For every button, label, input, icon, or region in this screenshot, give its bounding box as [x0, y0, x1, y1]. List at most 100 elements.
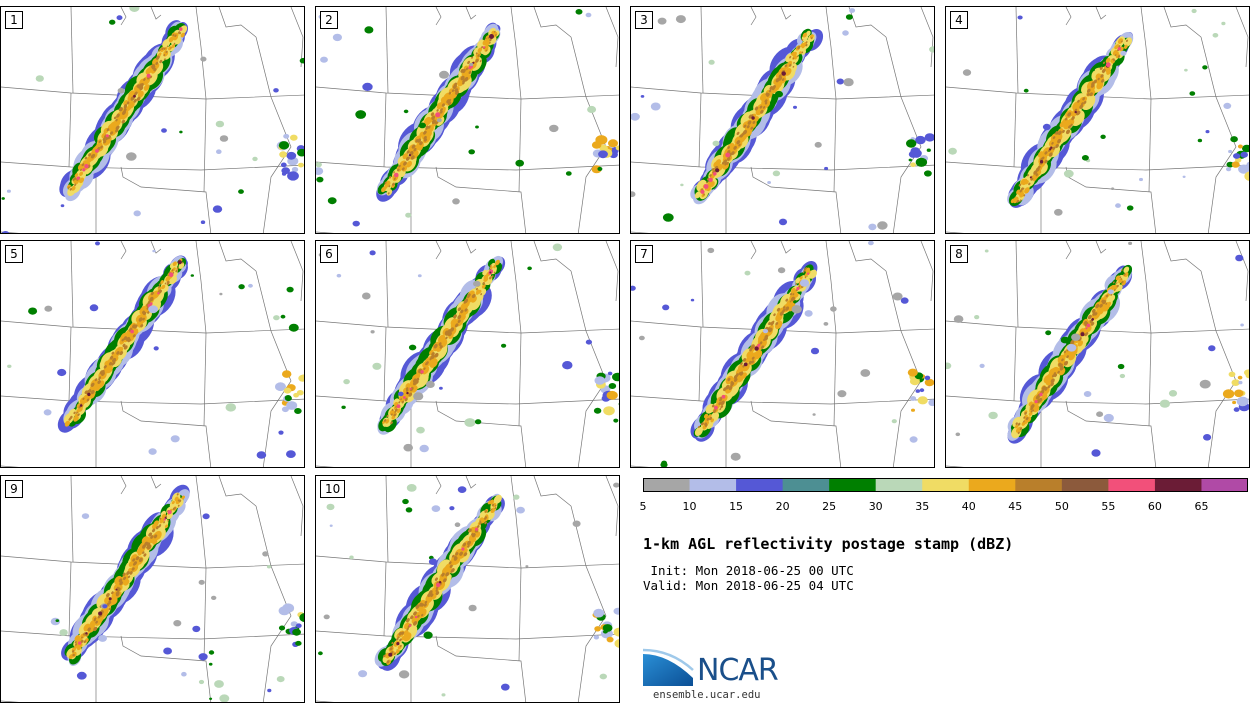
reflectivity-cell — [1048, 152, 1053, 157]
state-boundary-line — [1163, 7, 1202, 38]
state-boundary-line — [605, 476, 619, 537]
reflectivity-cell — [441, 693, 446, 697]
reflectivity-cell — [585, 12, 592, 18]
reflectivity-cell — [1023, 88, 1029, 93]
reflectivity-cell — [278, 606, 290, 616]
state-boundary-line — [1095, 7, 1107, 20]
colorbar-segment — [1154, 478, 1202, 492]
reflectivity-cell — [802, 32, 807, 38]
reflectivity-cell — [1112, 281, 1115, 284]
reflectivity-cell — [754, 349, 763, 360]
reflectivity-cell — [603, 406, 615, 416]
reflectivity-cell — [126, 101, 130, 105]
reflectivity-cell — [1087, 314, 1092, 320]
colorbar-tick-label: 45 — [1008, 500, 1023, 513]
reflectivity-cell — [728, 385, 733, 391]
reflectivity-cell — [1083, 391, 1092, 397]
reflectivity-cell — [929, 46, 934, 53]
state-boundary-line — [1, 630, 304, 640]
reflectivity-cell — [43, 409, 52, 416]
reflectivity-cell — [484, 274, 489, 279]
reflectivity-cell — [83, 632, 86, 636]
state-boundary-line — [435, 7, 442, 26]
reflectivity-cell — [415, 604, 420, 609]
reflectivity-cell — [181, 671, 187, 677]
reflectivity-core — [461, 547, 465, 551]
storm-cells — [318, 482, 619, 697]
reflectivity-cell — [718, 401, 722, 406]
reflectivity-cell — [924, 133, 934, 142]
state-boundary-line — [1163, 241, 1202, 272]
reflectivity-cell — [401, 167, 405, 171]
reflectivity-cell — [1105, 302, 1108, 305]
state-boundary-line — [203, 98, 207, 193]
reflectivity-cell — [448, 561, 452, 565]
reflectivity-cell — [454, 82, 458, 86]
reflectivity-core — [482, 46, 486, 49]
reflectivity-map — [1, 7, 304, 233]
reflectivity-cell — [398, 401, 401, 404]
reflectivity-cell — [727, 146, 730, 149]
reflectivity-cell — [1051, 141, 1054, 145]
reflectivity-core — [388, 652, 393, 657]
reflectivity-cell — [480, 293, 483, 296]
reflectivity-cell — [439, 386, 443, 390]
reflectivity-core — [98, 611, 103, 616]
reflectivity-cell — [471, 293, 476, 299]
reflectivity-cell — [1117, 363, 1125, 370]
reflectivity-cell — [95, 241, 100, 246]
state-boundary-line — [68, 561, 72, 637]
reflectivity-cell — [146, 67, 152, 73]
reflectivity-cell — [148, 305, 159, 314]
reflectivity-cell — [426, 380, 435, 388]
reflectivity-cell — [143, 78, 146, 81]
state-boundary-line — [700, 241, 704, 328]
reflectivity-cell — [1058, 362, 1062, 367]
reflectivity-cell — [772, 170, 781, 177]
reflectivity-cell — [525, 565, 529, 568]
reflectivity-cell — [842, 30, 849, 36]
reflectivity-cell — [731, 151, 735, 156]
reflectivity-cell — [768, 321, 771, 326]
reflectivity-cell — [1237, 375, 1243, 380]
reflectivity-cell — [1093, 79, 1097, 84]
reflectivity-cell — [1124, 272, 1129, 278]
reflectivity-cell — [161, 128, 167, 133]
reflectivity-cell — [908, 158, 912, 162]
reflectivity-cell — [810, 347, 820, 355]
reflectivity-core — [1091, 318, 1094, 321]
reflectivity-cell — [1108, 294, 1116, 302]
reflectivity-cell — [1122, 275, 1128, 282]
reflectivity-cell — [457, 314, 462, 320]
reflectivity-cell — [1014, 424, 1019, 429]
reflectivity-cell — [136, 96, 141, 101]
reflectivity-cell — [256, 451, 267, 459]
state-boundary-line — [435, 166, 527, 233]
state-boundary-line — [750, 7, 757, 26]
reflectivity-cell — [327, 197, 337, 205]
reflectivity-cell — [198, 579, 205, 585]
reflectivity-cell — [1, 197, 5, 200]
reflectivity-cell — [343, 379, 350, 385]
reflectivity-cell — [926, 148, 931, 152]
reflectivity-cell — [1101, 79, 1105, 83]
reflectivity-cell — [389, 647, 393, 651]
reflectivity-cell — [1235, 254, 1244, 262]
storm-cells — [948, 8, 1249, 216]
state-boundary-line — [150, 476, 162, 489]
reflectivity-cell — [1017, 422, 1021, 426]
reflectivity-cell — [1234, 389, 1244, 398]
reflectivity-cell — [397, 636, 400, 639]
reflectivity-cell — [76, 411, 78, 414]
reflectivity-cell — [457, 307, 462, 312]
reflectivity-cell — [808, 269, 817, 279]
state-boundary-line — [533, 476, 572, 507]
reflectivity-cell — [694, 426, 703, 436]
reflectivity-cell — [326, 503, 335, 511]
reflectivity-map — [946, 7, 1249, 233]
reflectivity-cell — [198, 653, 208, 661]
state-boundary-line — [1200, 36, 1237, 233]
reflectivity-cell — [100, 369, 105, 375]
reflectivity-cell — [393, 652, 397, 655]
reflectivity-cell — [594, 376, 606, 385]
